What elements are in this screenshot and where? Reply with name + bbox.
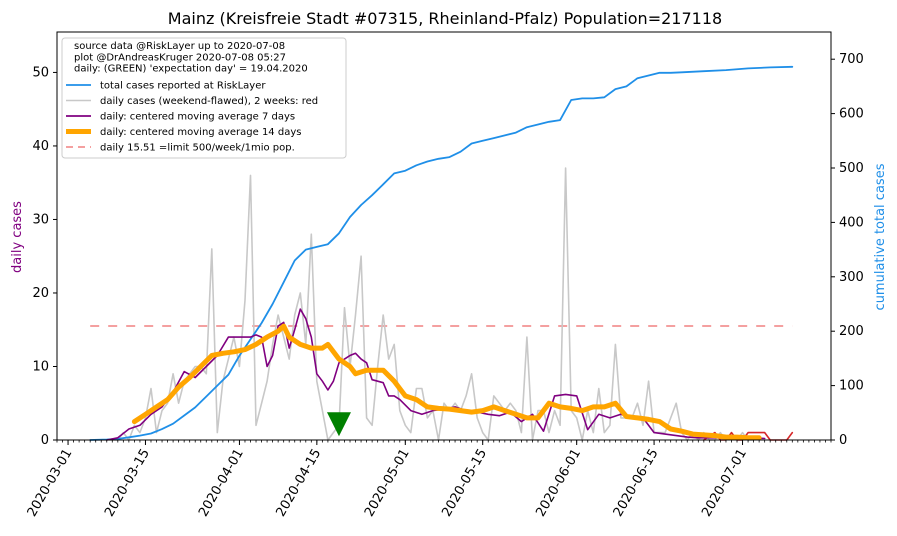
ytick-right-label: 100: [839, 379, 864, 394]
legend-header-line: daily: (GREEN) 'expectation day' = 19.04…: [74, 64, 308, 75]
legend-entry-label: total cases reported at RiskLayer: [100, 81, 266, 92]
xtick-label: 2020-04-15: [274, 447, 325, 520]
x-axis: 2020-03-01 2020-03-15 2020-04-01 2020-04-15…: [25, 440, 832, 520]
series-line-3: [106, 308, 766, 441]
ytick-left-label: 20: [32, 286, 49, 301]
xtick-label: 2020-05-01: [362, 447, 413, 520]
legend-entry-label: daily: centered moving average 14 days: [100, 127, 301, 138]
legend-box: [61, 37, 347, 159]
right-axis: 0 100 200 300 400 500 600 700: [831, 52, 864, 448]
series-line-4: [131, 323, 762, 441]
xtick-label: 2020-03-15: [102, 447, 153, 520]
ytick-right-label: 0: [839, 433, 847, 448]
ylabel-right: cumulative total cases: [873, 163, 888, 310]
ytick-left-label: 10: [32, 359, 49, 374]
xtick-label: 2020-06-15: [611, 447, 662, 520]
ytick-left-label: 50: [32, 65, 49, 80]
expectation-day-marker: [326, 412, 351, 437]
plot-area: [56, 31, 832, 441]
ytick-right-label: 600: [839, 107, 864, 122]
legend-header-line: plot @DrAndreasKruger 2020-07-08 05:27: [74, 52, 286, 63]
chart-title: Mainz (Kreisfreie Stadt #07315, Rheinlan…: [168, 9, 722, 28]
ytick-right-label: 200: [839, 324, 864, 339]
series-line-0: [89, 65, 794, 441]
xtick-label: 2020-06-01: [533, 447, 584, 520]
ytick-left-label: 40: [32, 139, 49, 154]
ytick-right-label: 400: [839, 215, 864, 230]
ytick-left-label: 0: [41, 433, 49, 448]
ytick-right-label: 500: [839, 161, 864, 176]
legend-entry-label: daily 15.51 =limit 500/week/1mio pop.: [100, 143, 295, 154]
legend: source data @RiskLayer up to 2020-07-08p…: [61, 37, 347, 159]
xtick-label: 2020-05-15: [439, 447, 490, 520]
left-axis: 0 10 20 30 40 50: [32, 65, 57, 448]
legend-entry-label: daily cases (weekend-flawed), 2 weeks: r…: [100, 96, 318, 107]
ytick-left-label: 30: [32, 212, 49, 227]
ytick-right-label: 300: [839, 270, 864, 285]
ylabel-left: daily cases: [10, 201, 25, 273]
series-line-1: [89, 167, 755, 441]
legend-entry-label: daily: centered moving average 7 days: [100, 112, 295, 123]
xtick-label: 2020-04-01: [196, 447, 247, 520]
xtick-label: 2020-07-01: [699, 447, 750, 520]
xtick-label: 2020-03-01: [25, 447, 76, 520]
ytick-right-label: 700: [839, 52, 864, 67]
legend-header-line: source data @RiskLayer up to 2020-07-08: [74, 41, 285, 52]
